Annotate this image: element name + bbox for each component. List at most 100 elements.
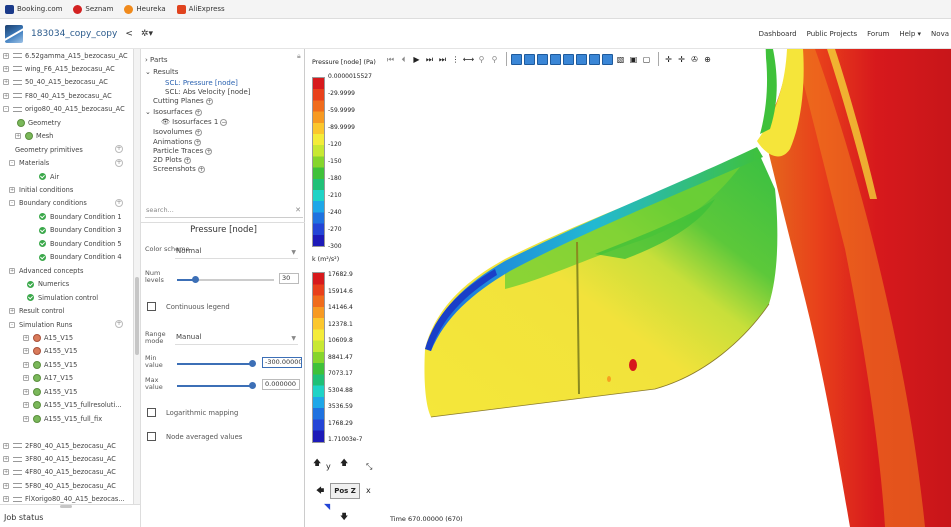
view-left-icon[interactable] <box>537 53 548 65</box>
last-frame-icon[interactable]: ⏭ <box>438 54 447 64</box>
expand-icon[interactable]: + <box>9 267 15 274</box>
share-icon[interactable]: < <box>125 28 133 39</box>
continuous-legend-checkbox[interactable] <box>147 302 156 311</box>
next-frame-icon[interactable]: ⏭ <box>425 54 434 64</box>
nav-dashboard[interactable]: Dashboard <box>758 30 797 38</box>
expand-icon[interactable]: + <box>3 92 9 99</box>
log-mapping-checkbox[interactable] <box>147 408 156 417</box>
view-bottom-icon[interactable] <box>576 53 587 65</box>
tree-item[interactable]: - Materials <box>9 157 49 170</box>
swap-icon[interactable]: ⟷ <box>462 54 475 64</box>
tree-item[interactable]: Simulation control <box>27 291 98 304</box>
nav-forum[interactable]: Forum <box>867 30 890 38</box>
nav-public-projects[interactable]: Public Projects <box>806 30 858 38</box>
view-front-icon[interactable] <box>511 53 522 65</box>
expand-icon[interactable]: + <box>3 456 9 462</box>
scl-velocity[interactable]: SCL: Abs Velocity [node] <box>165 88 251 96</box>
plots-2d[interactable]: 2D Plots + <box>153 156 191 164</box>
collapse-icon[interactable]: - <box>9 321 15 328</box>
tree-item[interactable]: + F80_40_A15_bezocasu_AC <box>3 89 112 102</box>
more-icon[interactable]: ⋮ <box>451 54 460 64</box>
expand-icon[interactable]: + <box>23 402 29 409</box>
tree-item[interactable]: + A155_V15 <box>23 385 77 398</box>
expand-icon[interactable]: + <box>23 361 29 368</box>
add-icon[interactable]: + <box>194 128 202 136</box>
particle-traces[interactable]: Particle Traces + <box>153 147 213 155</box>
min-value-slider[interactable] <box>177 360 256 367</box>
prev-frame-icon[interactable]: ⏴ <box>401 54 406 64</box>
max-value-slider[interactable] <box>177 382 256 389</box>
tree-item[interactable]: +5F80_40_A15_bezocasu_AC <box>3 479 116 492</box>
tree-item[interactable]: Geometry primitives <box>15 143 83 156</box>
expand-icon[interactable]: + <box>9 308 15 315</box>
cutting-planes[interactable]: Cutting Planes + <box>153 97 213 105</box>
scl-pressure[interactable]: SCL: Pressure [node] <box>165 79 238 87</box>
tree-item[interactable]: + wing_F6_A15_bezocasu_AC <box>3 62 115 75</box>
expand-icon[interactable]: + <box>23 375 29 382</box>
add-icon[interactable]: + <box>115 145 123 154</box>
arrow-up-icon[interactable]: 🡅 <box>340 458 349 467</box>
nav-user[interactable]: Nova <box>931 30 949 38</box>
project-title[interactable]: 183034_copy_copy <box>31 28 118 39</box>
ortho-view-icon[interactable]: ▣ <box>629 54 638 64</box>
tree-parts[interactable]: › Parts <box>145 56 168 64</box>
add-icon[interactable]: + <box>183 156 191 164</box>
eye-icon[interactable]: 👁︎ <box>161 118 170 126</box>
tree-item[interactable]: Geometry <box>17 116 61 129</box>
min-value-input[interactable]: -300.00000 <box>262 357 302 368</box>
color-scheme-select[interactable]: Normal ▼ <box>175 247 298 259</box>
num-levels-slider[interactable] <box>177 276 274 283</box>
screenshots[interactable]: Screenshots + <box>153 165 205 173</box>
tree-item[interactable]: + A17_V15 <box>23 372 73 385</box>
tree-item[interactable]: + A155_V15 <box>23 345 77 358</box>
pick-icon[interactable]: ✇ <box>691 54 698 64</box>
expand-icon[interactable]: + <box>3 442 9 449</box>
bookmark-heureka[interactable]: Heureka <box>124 4 166 14</box>
3d-viewport[interactable] <box>385 49 951 527</box>
scrollbar-thumb[interactable] <box>135 277 139 355</box>
tree-item[interactable]: + A15_V15 <box>23 331 73 344</box>
tree-item[interactable]: Boundary Condition 4 <box>39 251 122 264</box>
tree-scrollbar[interactable] <box>134 49 140 504</box>
slider-handle[interactable] <box>192 276 200 283</box>
expand-icon[interactable]: + <box>9 187 15 193</box>
collapse-icon[interactable]: - <box>9 160 15 167</box>
tree-item[interactable]: - origo80_40_A15_bezocasu_AC <box>3 103 125 116</box>
fly-icon[interactable]: ⚲ <box>491 54 498 64</box>
app-logo[interactable] <box>5 24 23 43</box>
add-icon[interactable]: + <box>115 198 123 207</box>
num-levels-input[interactable]: 30 <box>279 273 299 284</box>
bookmark-booking[interactable]: Booking.com <box>5 4 62 14</box>
collapse-icon[interactable]: - <box>3 106 9 113</box>
isovolumes[interactable]: Isovolumes + <box>153 128 202 136</box>
focus-icon[interactable]: ⊕ <box>704 54 711 64</box>
expand-icon[interactable]: + <box>3 482 9 489</box>
add-icon[interactable]: + <box>115 320 123 328</box>
tree-item[interactable]: + Mesh <box>15 130 53 143</box>
slider-handle[interactable] <box>248 360 256 367</box>
tree-item[interactable]: + Result control <box>9 305 64 318</box>
tree-item[interactable]: + Initial conditions <box>9 184 73 197</box>
arrow-left-icon[interactable]: 🡄 <box>316 486 325 495</box>
expand-icon[interactable]: + <box>3 52 9 59</box>
tree-item[interactable]: + FlXorigo80_40_A15_bezocas... <box>3 493 125 504</box>
rotate-icon[interactable]: ⤡ <box>366 462 373 471</box>
gear-icon[interactable]: ✲▾ <box>140 28 153 39</box>
remove-icon[interactable]: − <box>220 118 228 126</box>
expand-icon[interactable]: + <box>3 79 9 86</box>
play-icon[interactable]: ▶ <box>413 54 420 64</box>
tree-item[interactable]: - Boundary conditions <box>9 197 87 210</box>
add-icon[interactable]: + <box>115 158 123 167</box>
range-mode-select[interactable]: Manual ▼ <box>175 333 298 345</box>
expand-icon[interactable]: + <box>23 388 29 395</box>
tree-item[interactable]: Boundary Condition 3 <box>39 224 122 237</box>
arrow-down-icon[interactable]: 🡇 <box>340 512 349 521</box>
animations[interactable]: Animations + <box>153 138 202 146</box>
clear-icon[interactable]: ✕ <box>295 206 301 214</box>
node-averaged-checkbox[interactable] <box>147 432 156 441</box>
add-icon[interactable]: + <box>194 138 202 146</box>
expand-icon[interactable]: + <box>3 496 9 503</box>
iso-view-2-icon[interactable] <box>602 53 613 65</box>
search-input[interactable]: search... ✕ <box>145 206 303 218</box>
tree-isosurfaces[interactable]: ⌄ Isosurfaces + <box>145 108 202 116</box>
